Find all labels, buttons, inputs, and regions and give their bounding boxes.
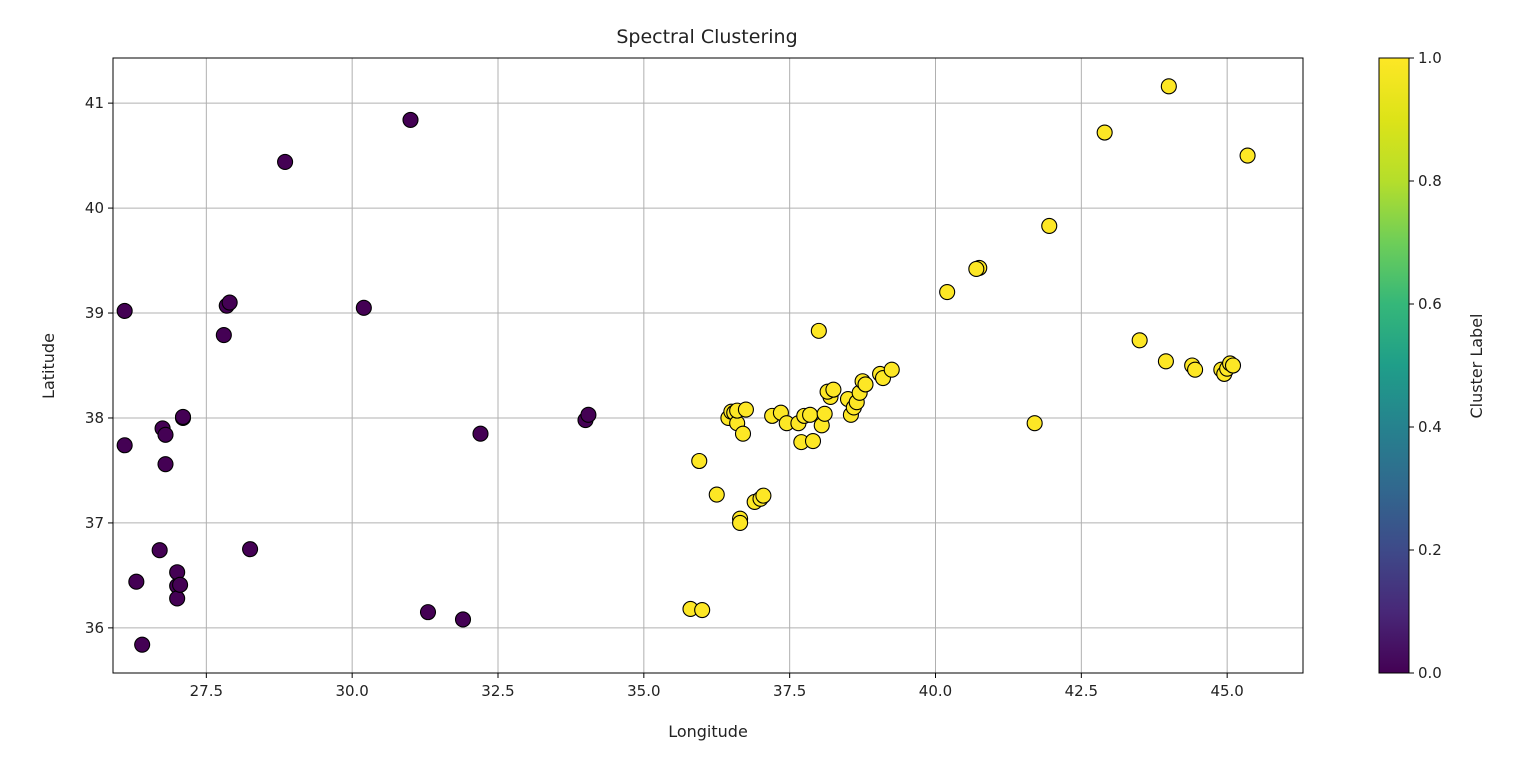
data-point-cluster-1 xyxy=(825,381,842,398)
x-axis-ticks: 27.5 30.0 32.5 35.0 37.5 40.0 42.5 45.0 xyxy=(190,673,1244,700)
data-point-cluster-1 xyxy=(802,406,819,423)
data-point-cluster-1 xyxy=(1157,353,1174,370)
y-tick-label: 36 xyxy=(85,619,104,637)
x-tick-label: 27.5 xyxy=(190,682,223,700)
data-point-cluster-0 xyxy=(169,590,186,607)
y-tick-label: 38 xyxy=(85,409,104,427)
data-point-cluster-0 xyxy=(172,576,189,593)
data-point-cluster-0 xyxy=(221,294,238,311)
colorbar-tick-label: 0.8 xyxy=(1418,172,1442,190)
data-point-cluster-0 xyxy=(355,299,372,316)
data-point-cluster-1 xyxy=(737,401,754,418)
y-axis-ticks: 36 37 38 39 40 41 xyxy=(85,94,113,637)
x-tick-label: 42.5 xyxy=(1065,682,1098,700)
x-tick-label: 35.0 xyxy=(627,682,660,700)
data-point-cluster-1 xyxy=(816,405,833,422)
data-point-cluster-1 xyxy=(755,487,772,504)
data-point-cluster-0 xyxy=(580,406,597,423)
data-point-cluster-0 xyxy=(116,302,133,319)
data-point-cluster-0 xyxy=(157,426,174,443)
colorbar-tick-label: 0.2 xyxy=(1418,541,1442,559)
y-tick-label: 40 xyxy=(85,199,104,217)
data-point-cluster-1 xyxy=(691,452,708,470)
data-point-cluster-1 xyxy=(1224,357,1242,374)
scatter-points xyxy=(116,78,1256,653)
data-point-cluster-0 xyxy=(116,437,133,454)
data-point-cluster-0 xyxy=(472,425,489,442)
data-point-cluster-1 xyxy=(732,514,749,531)
data-point-cluster-1 xyxy=(1096,124,1113,141)
data-point-cluster-1 xyxy=(1187,361,1204,378)
chart-title: Spectral Clustering xyxy=(616,26,797,48)
y-tick-label: 37 xyxy=(85,514,104,532)
data-point-cluster-0 xyxy=(454,611,472,628)
data-point-cluster-1 xyxy=(1131,332,1148,349)
data-point-cluster-1 xyxy=(708,486,725,503)
y-axis-label: Latitude xyxy=(39,333,58,399)
data-point-cluster-1 xyxy=(1160,78,1177,95)
x-tick-label: 30.0 xyxy=(335,682,368,700)
x-tick-label: 32.5 xyxy=(481,682,514,700)
colorbar-ticks: 0.0 0.2 0.4 0.6 0.8 1.0 xyxy=(1409,49,1442,682)
data-point-cluster-1 xyxy=(804,433,822,450)
grid xyxy=(113,58,1303,673)
x-tick-label: 37.5 xyxy=(773,682,806,700)
colorbar-tick-label: 0.6 xyxy=(1418,295,1442,313)
colorbar-label: Cluster Label xyxy=(1467,313,1486,418)
data-point-cluster-0 xyxy=(174,408,192,425)
data-point-cluster-0 xyxy=(128,573,145,590)
data-point-cluster-0 xyxy=(277,153,294,170)
data-point-cluster-1 xyxy=(857,376,874,393)
colorbar xyxy=(1378,57,1410,674)
data-point-cluster-0 xyxy=(157,456,174,473)
data-point-cluster-0 xyxy=(402,111,419,128)
y-tick-label: 39 xyxy=(85,304,104,322)
data-point-cluster-1 xyxy=(1041,217,1058,234)
y-tick-label: 41 xyxy=(85,94,104,112)
data-point-cluster-1 xyxy=(810,322,827,339)
data-point-cluster-0 xyxy=(151,542,168,559)
colorbar-tick-label: 0.0 xyxy=(1418,664,1442,682)
data-point-cluster-1 xyxy=(1239,147,1256,164)
data-point-cluster-1 xyxy=(1026,415,1043,432)
colorbar-tick-label: 0.4 xyxy=(1418,418,1442,436)
data-point-cluster-1 xyxy=(968,260,985,277)
plot-frame xyxy=(112,57,1304,674)
x-tick-label: 45.0 xyxy=(1210,682,1243,700)
data-point-cluster-0 xyxy=(134,636,151,653)
data-point-cluster-1 xyxy=(883,361,900,378)
data-point-cluster-0 xyxy=(419,604,437,621)
data-point-cluster-1 xyxy=(694,601,711,619)
data-point-cluster-1 xyxy=(939,283,956,301)
data-point-cluster-0 xyxy=(242,541,259,558)
data-point-cluster-0 xyxy=(215,327,232,344)
colorbar-tick-label: 1.0 xyxy=(1418,49,1442,67)
x-axis-label: Longitude xyxy=(668,722,748,741)
x-tick-label: 40.0 xyxy=(919,682,952,700)
data-point-cluster-1 xyxy=(734,425,752,442)
